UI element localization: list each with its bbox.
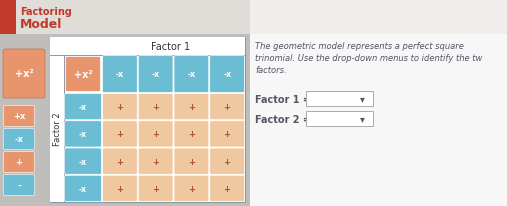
FancyBboxPatch shape: [138, 94, 173, 120]
Text: +: +: [224, 130, 231, 139]
Text: +: +: [188, 103, 195, 112]
FancyBboxPatch shape: [174, 148, 209, 174]
Text: -x: -x: [152, 70, 160, 79]
FancyBboxPatch shape: [210, 175, 244, 201]
Text: factors.: factors.: [255, 66, 286, 75]
FancyBboxPatch shape: [102, 175, 137, 201]
FancyBboxPatch shape: [102, 121, 137, 147]
Text: +: +: [16, 158, 22, 167]
Bar: [0, 35, 250, 206]
Text: -: -: [17, 181, 21, 190]
Text: -x: -x: [188, 70, 195, 79]
FancyBboxPatch shape: [64, 148, 101, 174]
Bar: [50, 38, 245, 202]
Text: +: +: [224, 103, 231, 112]
FancyBboxPatch shape: [138, 56, 173, 93]
FancyBboxPatch shape: [3, 50, 45, 98]
Text: Factoring: Factoring: [20, 7, 72, 17]
Text: trinomial. Use the drop-down menus to identify the tw: trinomial. Use the drop-down menus to id…: [255, 54, 482, 63]
Text: +: +: [224, 157, 231, 166]
Text: +x²: +x²: [15, 69, 33, 79]
Text: -x: -x: [79, 130, 87, 139]
FancyBboxPatch shape: [4, 175, 34, 195]
Text: +: +: [188, 157, 195, 166]
Text: +: +: [152, 184, 159, 193]
FancyBboxPatch shape: [4, 129, 34, 150]
Text: +: +: [117, 184, 123, 193]
Text: +: +: [117, 130, 123, 139]
Text: +x²: +x²: [74, 70, 92, 80]
Bar: [0, 0, 16, 35]
FancyBboxPatch shape: [306, 111, 373, 126]
FancyBboxPatch shape: [102, 94, 137, 120]
Text: Factor 2 =: Factor 2 =: [255, 115, 311, 124]
Text: +: +: [188, 130, 195, 139]
FancyBboxPatch shape: [174, 175, 209, 201]
FancyBboxPatch shape: [210, 56, 244, 93]
Text: +: +: [152, 157, 159, 166]
FancyBboxPatch shape: [64, 94, 101, 120]
Text: -x: -x: [116, 70, 124, 79]
FancyBboxPatch shape: [102, 148, 137, 174]
FancyBboxPatch shape: [102, 56, 137, 93]
FancyBboxPatch shape: [174, 121, 209, 147]
FancyBboxPatch shape: [174, 56, 209, 93]
Text: -x: -x: [223, 70, 231, 79]
FancyBboxPatch shape: [138, 175, 173, 201]
Text: +: +: [117, 157, 123, 166]
Text: +: +: [224, 184, 231, 193]
Text: Factor 1: Factor 1: [151, 42, 191, 52]
FancyBboxPatch shape: [210, 121, 244, 147]
FancyBboxPatch shape: [210, 148, 244, 174]
FancyBboxPatch shape: [4, 152, 34, 173]
FancyBboxPatch shape: [4, 106, 34, 127]
Text: Model: Model: [20, 18, 62, 31]
FancyBboxPatch shape: [64, 175, 101, 201]
Bar: [50, 56, 64, 202]
Text: -x: -x: [79, 103, 87, 112]
FancyBboxPatch shape: [138, 121, 173, 147]
Text: +: +: [188, 184, 195, 193]
Text: +: +: [152, 103, 159, 112]
FancyBboxPatch shape: [64, 121, 101, 147]
Text: +x: +x: [13, 112, 25, 121]
Text: -x: -x: [15, 135, 23, 144]
Text: ▾: ▾: [360, 94, 365, 104]
FancyBboxPatch shape: [65, 57, 100, 92]
Bar: [50, 38, 245, 56]
FancyBboxPatch shape: [174, 94, 209, 120]
Text: ▾: ▾: [360, 114, 365, 124]
FancyBboxPatch shape: [306, 91, 373, 107]
Bar: [0, 0, 507, 35]
Text: Factor 2: Factor 2: [53, 112, 61, 146]
Bar: [250, 35, 507, 206]
Text: -x: -x: [79, 157, 87, 166]
FancyBboxPatch shape: [210, 94, 244, 120]
Text: +: +: [152, 130, 159, 139]
Text: -x: -x: [79, 184, 87, 193]
Text: The geometric model represents a perfect square: The geometric model represents a perfect…: [255, 42, 464, 51]
Text: +: +: [117, 103, 123, 112]
Bar: [250, 0, 507, 35]
FancyBboxPatch shape: [138, 148, 173, 174]
Text: Factor 1 =: Factor 1 =: [255, 95, 311, 104]
